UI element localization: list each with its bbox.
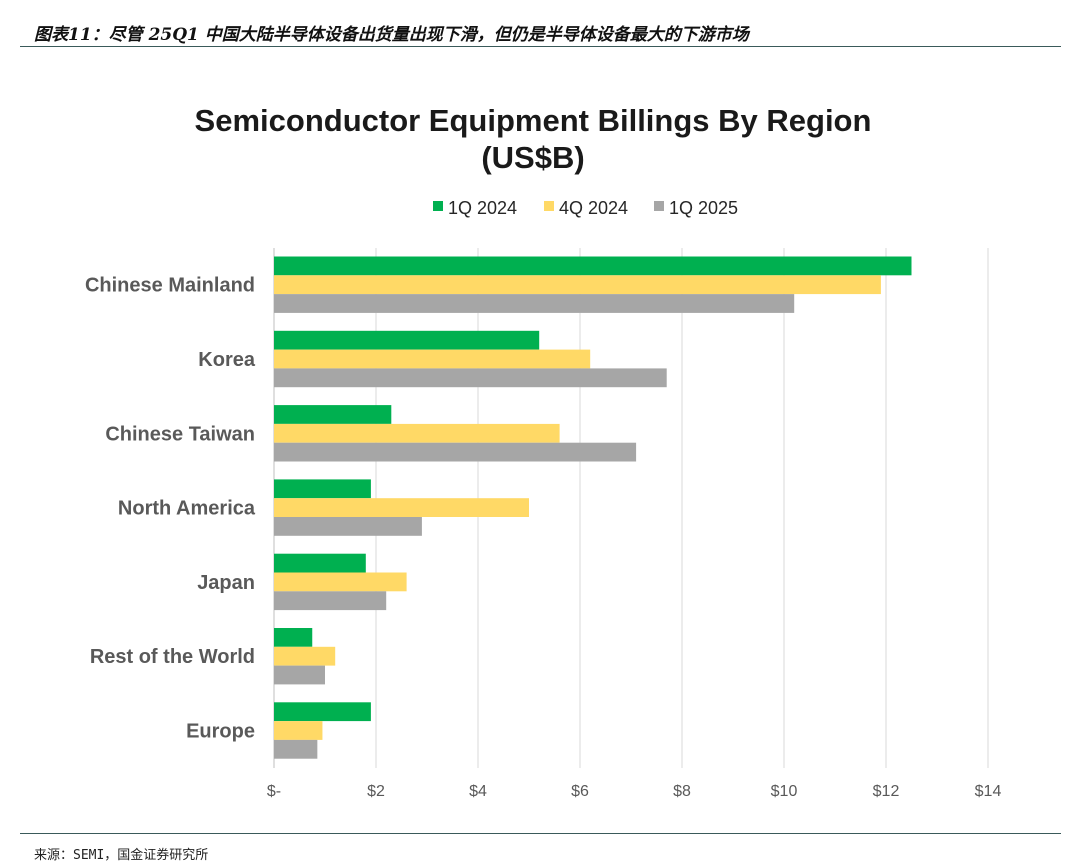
figure-source: 来源：SEMI，国金证券研究所 <box>34 848 209 863</box>
top-rule <box>20 46 1061 47</box>
legend-swatch-1q-2024 <box>433 201 443 211</box>
bar-europe-1q-2024 <box>274 702 371 722</box>
bar-chinese-taiwan-1q-2025 <box>274 442 637 462</box>
category-label-europe: Europe <box>186 721 255 743</box>
bar-chinese-mainland-1q-2024 <box>274 256 912 276</box>
bar-chinese-mainland-4q-2024 <box>274 275 881 295</box>
x-tick-label: $12 <box>873 783 900 800</box>
x-tick-label: $2 <box>367 783 385 800</box>
bar-north-america-1q-2024 <box>274 479 371 499</box>
bar-korea-1q-2025 <box>274 368 667 388</box>
category-label-korea: Korea <box>198 349 256 371</box>
x-tick-labels: $- $2 $4 $6 $8 $10 $12 $14 <box>267 783 1002 800</box>
bar-japan-4q-2024 <box>274 572 407 592</box>
bar-rest-of-the-world-1q-2025 <box>274 665 325 685</box>
category-labels: Chinese Mainland Korea Chinese Taiwan North… <box>85 275 256 743</box>
x-tick-label: $6 <box>571 783 589 800</box>
bar-chinese-mainland-1q-2025 <box>274 294 795 313</box>
bar-north-america-1q-2025 <box>274 517 422 536</box>
x-tick-label: $8 <box>673 783 691 800</box>
category-label-chinese-mainland: Chinese Mainland <box>85 275 255 297</box>
bar-korea-1q-2024 <box>274 330 540 350</box>
bar-chinese-taiwan-1q-2024 <box>274 405 392 424</box>
chart-title-line-1: Semiconductor Equipment Billings By Regi… <box>195 103 872 138</box>
category-label-rest-of-the-world: Rest of the World <box>90 646 255 668</box>
legend-label-1q-2024: 1Q 2024 <box>448 198 517 218</box>
bar-japan-1q-2024 <box>274 553 366 573</box>
legend-swatch-1q-2025 <box>654 201 664 211</box>
bar-europe-1q-2025 <box>274 739 318 759</box>
x-tick-label: $- <box>267 783 281 800</box>
bar-chinese-taiwan-4q-2024 <box>274 423 560 443</box>
bar-north-america-4q-2024 <box>274 498 529 517</box>
chart-title-line-2: (US$B) <box>481 140 584 175</box>
legend-label-4q-2024: 4Q 2024 <box>559 198 628 218</box>
category-label-japan: Japan <box>197 572 255 594</box>
figure-caption: 图表11：尽管 25Q1 中国大陆半导体设备出货量出现下滑，但仍是半导体设备最大… <box>34 25 749 45</box>
x-tick-label: $14 <box>975 783 1002 800</box>
category-label-chinese-taiwan: Chinese Taiwan <box>105 423 255 445</box>
x-tick-label: $4 <box>469 783 487 800</box>
chart-legend: 1Q 2024 4Q 2024 1Q 2025 <box>433 198 738 218</box>
category-label-north-america: North America <box>118 498 256 520</box>
legend-swatch-4q-2024 <box>544 201 554 211</box>
bar-rest-of-the-world-1q-2024 <box>274 628 313 647</box>
bottom-rule <box>20 833 1061 834</box>
bar-korea-4q-2024 <box>274 349 591 369</box>
bar-japan-1q-2025 <box>274 591 387 611</box>
legend-label-1q-2025: 1Q 2025 <box>669 198 738 218</box>
bar-rest-of-the-world-4q-2024 <box>274 646 336 666</box>
bar-europe-4q-2024 <box>274 721 323 740</box>
x-tick-label: $10 <box>771 783 798 800</box>
chart-bars <box>274 256 912 759</box>
